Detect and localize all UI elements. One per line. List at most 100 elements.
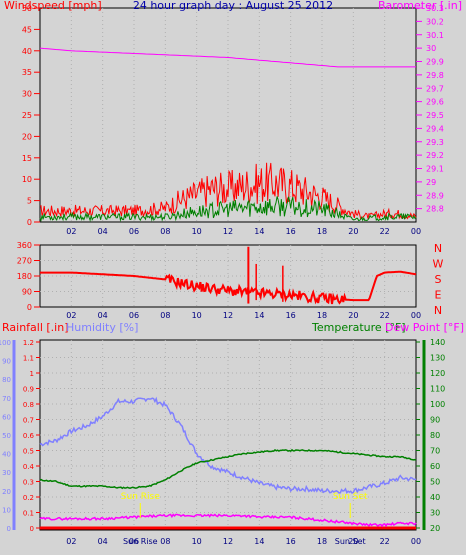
wind-x-axis: 02 04 06 08 10 12 14 16 18 20 22 00 [66,227,421,236]
sun-set-tag: Sun Set [333,492,368,502]
tick-label: 06 [129,311,139,320]
tick-label: 16 [286,311,296,320]
tick-label: 0.5 [23,448,34,456]
direction-spikes [247,246,284,304]
tick-label: 0.8 [23,401,34,409]
tick-label: 270 [17,257,32,266]
tick-label: 90 [430,416,440,425]
tick-label: 20 [22,132,32,141]
tick-label: 0.6 [23,432,35,440]
tick-label: 28.9 [426,191,444,200]
temperature-label: Temperature [°F] [311,321,406,334]
tick-label: 70 [430,447,440,456]
tick-label: 130 [430,354,445,363]
tick-label: 20 [348,537,358,546]
tick-label: 360 [17,241,32,250]
tick-label: 00 [411,537,421,546]
tick-label: 40 [2,451,11,459]
tick-label: 0.2 [23,494,34,502]
tick-label: 14 [254,227,264,236]
tick-label: 00 [411,227,421,236]
tick-label: 50 [22,4,32,13]
tick-label: 35 [22,68,32,77]
tick-label: 140 [430,338,445,347]
temp-x-axis: 02 04 06 08 10 12 14 16 18 20 22 00 Sun Rise Sun Set [66,537,421,546]
tick-label: 08 [160,227,170,236]
tick-label: 22 [380,537,390,546]
tick-label: 29.1 [426,165,444,174]
tick-label: 40 [430,493,440,502]
direction-left-axis: 0 90 180 270 360 [17,241,40,312]
dewpoint-series [39,513,417,528]
tick-label: 90 [22,288,32,297]
tick-label: 14 [254,537,264,546]
tick-label: 04 [98,311,108,320]
compass-letter: N [434,304,442,317]
tick-label: 90 [2,358,11,366]
tick-label: 50 [430,478,440,487]
tick-label: 22 [380,227,390,236]
tick-label: 0.7 [23,417,34,425]
sun-rise-tag: Sun Rise [121,492,160,502]
tick-label: 02 [66,537,76,546]
tick-label: 14 [254,311,264,320]
tick-label: 1 [30,370,34,378]
tick-label: 16 [286,537,296,546]
humidity-axis: 0 10 20 30 40 50 60 70 80 90 100 [0,339,11,533]
wind-avg-line [39,196,417,223]
tick-label: 04 [98,537,108,546]
tick-label: 00 [411,311,421,320]
tick-label: 110 [430,385,445,394]
tick-label: 30 [2,469,11,477]
tick-label: 1.1 [23,355,34,363]
tick-label: 08 [160,537,170,546]
humidity-series [39,396,417,495]
barometer-series [39,47,416,68]
tick-label: 70 [2,395,11,403]
tick-label: 0.4 [23,463,35,471]
tick-label: 18 [317,537,327,546]
tick-label: 29 [426,178,436,187]
wind-left-axis: 0 5 10 15 20 25 30 35 40 45 50 [22,4,40,227]
barometer-right-axis: 28.8 28.9 29 29.1 29.2 29.3 29.4 29.5 29.6 29.7 29… [416,4,444,214]
humidity-label: Humidity [%] [66,321,138,334]
tick-label: 30.3 [426,4,444,13]
tick-label: 02 [66,311,76,320]
compass-letter: W [433,258,444,271]
tick-label: 16 [286,227,296,236]
tick-label: 0 [7,525,11,533]
tick-label: 15 [22,154,32,163]
tick-label: 22 [380,311,390,320]
temperature-series [39,448,417,490]
gust-series [39,162,417,220]
tick-label: 100 [430,400,445,409]
dewpoint-label: Dew Point [°F] [385,321,464,334]
tick-label: 10 [22,175,32,184]
tick-label: 06 [129,227,139,236]
tick-label: 29.7 [426,84,444,93]
tick-label: 60 [430,462,440,471]
tick-label: 5 [27,197,32,206]
tick-label: 30 [426,44,436,53]
tick-label: 30.1 [426,31,444,40]
compass-letter: E [435,289,442,302]
tick-label: 18 [317,227,327,236]
tick-label: 1.2 [23,339,34,347]
tick-label: 20 [430,524,440,533]
tick-label: 10 [192,227,202,236]
rainfall-axis: 0 0.1 0.2 0.3 0.4 0.5 0.6 0.7 0.8 0.9 1 1.1 1.2 [23,339,40,533]
tick-label: 50 [2,432,11,440]
tick-label: 30.2 [426,17,444,26]
tick-label: 120 [430,369,445,378]
chart-title: 24 hour graph day : August 25 2012 [133,0,333,12]
tick-label: 20 [348,227,358,236]
rainfall-label: Rainfall [.in] [2,321,69,334]
sun-rise-axis-label: Sun Rise [123,537,158,546]
tick-label: 180 [17,272,32,281]
temp-humidity-panel: 0 0.1 0.2 0.3 0.4 0.5 0.6 0.7 0.8 0.9 1 1.1 1.2 0 10 2… [0,321,464,546]
tick-label: 18 [317,311,327,320]
tick-label: 02 [66,227,76,236]
tick-label: 45 [22,25,32,34]
tick-label: 12 [223,311,233,320]
tick-label: 12 [223,537,233,546]
